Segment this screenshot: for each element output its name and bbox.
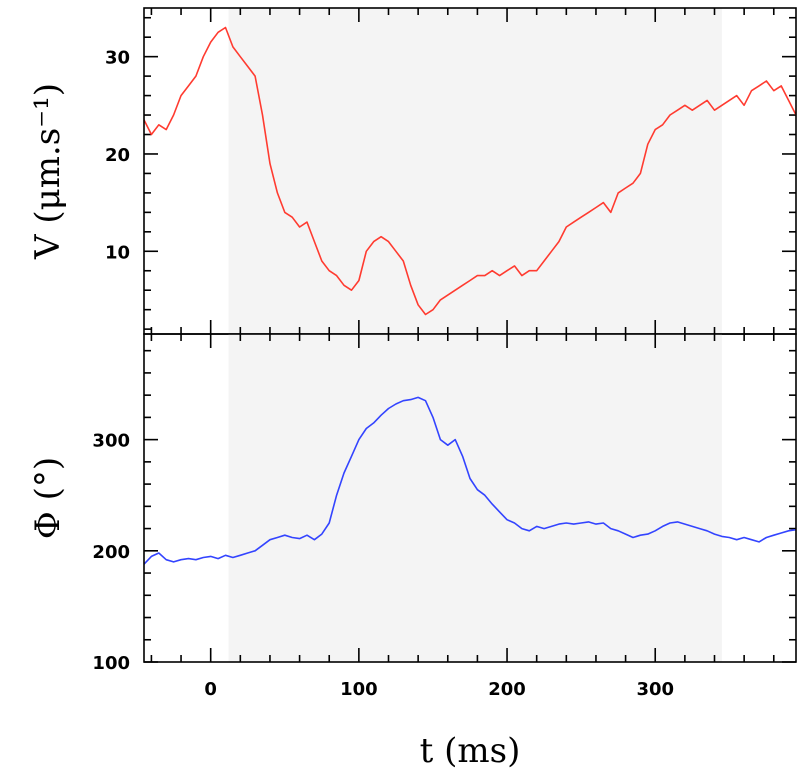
velocity-tick-labels: 10 20 30 — [105, 48, 130, 264]
velocity-ticks — [144, 8, 796, 334]
x-tick-label: 0 — [204, 679, 217, 700]
phase-ticks — [144, 334, 796, 663]
velocity-panel: 10 20 30 V (μm.s⁻¹) — [28, 7, 797, 335]
y-tick-label: 100 — [92, 653, 130, 674]
velocity-shaded-region — [228, 8, 722, 334]
time-x-axis-label: t (ms) — [420, 731, 521, 771]
x-tick-label: 200 — [488, 679, 526, 700]
phase-tick-labels: 0 100 200 300 100 200 300 — [92, 431, 674, 700]
velocity-y-axis-label: V (μm.s⁻¹) — [28, 83, 68, 260]
phase-plot-frame — [143, 333, 797, 663]
phase-series-line — [143, 396, 797, 565]
phase-y-axis-label: Φ (°) — [28, 457, 68, 539]
phase-shaded-region — [228, 334, 722, 662]
y-tick-label: 10 — [105, 242, 130, 263]
x-tick-label: 100 — [340, 679, 378, 700]
y-tick-label: 20 — [105, 145, 130, 166]
velocity-series-line — [143, 26, 797, 316]
x-tick-label: 300 — [636, 679, 674, 700]
y-tick-label: 200 — [92, 542, 130, 563]
phase-panel: 0 100 200 300 100 200 300 Φ (°) — [28, 333, 797, 700]
y-tick-label: 300 — [92, 431, 130, 452]
y-tick-label: 30 — [105, 48, 130, 69]
